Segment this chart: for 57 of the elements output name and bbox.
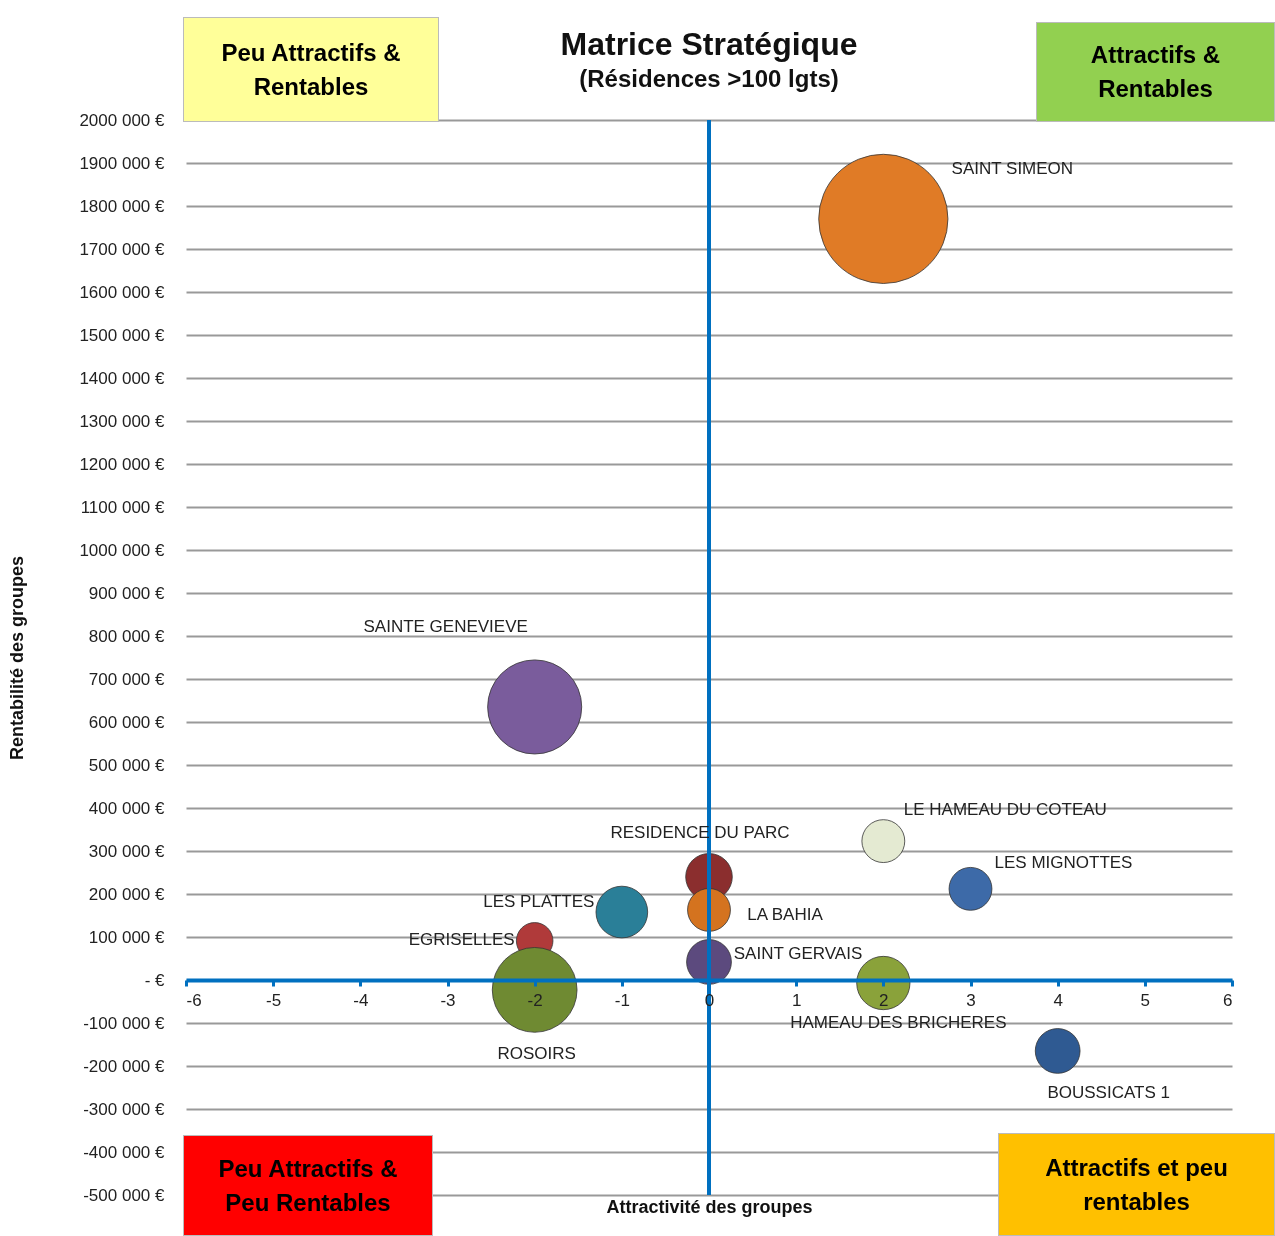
x-tick-label: -3 bbox=[440, 990, 456, 1010]
y-tick-label: 900 000 € bbox=[88, 583, 166, 603]
series-label: LES MIGNOTTES bbox=[994, 852, 1133, 872]
y-tick-label: 1700 000 € bbox=[79, 239, 166, 259]
y-tick-label: 400 000 € bbox=[88, 798, 166, 818]
y-tick-label: -200 000 € bbox=[83, 1056, 166, 1076]
x-tick-label: -6 bbox=[186, 990, 202, 1010]
y-tick-label: - € bbox=[144, 970, 166, 990]
series-label: SAINT GERVAIS bbox=[733, 943, 863, 963]
y-tick-label: -300 000 € bbox=[83, 1099, 166, 1119]
y-tick-label: 800 000 € bbox=[88, 626, 166, 646]
y-tick-label: -400 000 € bbox=[83, 1142, 166, 1162]
y-tick-label: 300 000 € bbox=[88, 841, 166, 861]
x-tick-label: 2 bbox=[879, 990, 889, 1010]
series-label: LES PLATTES bbox=[483, 892, 595, 912]
x-tick-label: 5 bbox=[1140, 990, 1151, 1010]
x-tick-label: -2 bbox=[527, 990, 543, 1010]
series-label: HAMEAU DES BRICHERES bbox=[790, 1013, 1007, 1033]
y-tick-label: 2000 000 € bbox=[79, 110, 166, 130]
series-label: LE HAMEAU DU COTEAU bbox=[903, 800, 1107, 820]
x-tick-label: 6 bbox=[1223, 990, 1233, 1010]
y-tick-label: 1500 000 € bbox=[79, 325, 166, 345]
y-tick-label: 1200 000 € bbox=[79, 454, 166, 474]
y-tick-label: 1800 000 € bbox=[79, 196, 166, 216]
y-tick-label: 100 000 € bbox=[88, 927, 166, 947]
quadrant-label-box: Attractifs & Rentables bbox=[1036, 22, 1275, 122]
series-label: BOUSSICATS 1 bbox=[1047, 1082, 1170, 1102]
quadrant-label-box: Peu Attractifs & Rentables bbox=[183, 17, 439, 122]
y-tick-label: 1000 000 € bbox=[79, 540, 166, 560]
x-tick-label: -4 bbox=[353, 990, 369, 1010]
y-tick-label: 1100 000 € bbox=[80, 497, 166, 517]
y-tick-label: 600 000 € bbox=[88, 712, 166, 732]
y-tick-label: 700 000 € bbox=[88, 669, 166, 689]
x-tick-label: 3 bbox=[966, 990, 976, 1010]
y-tick-label: 1300 000 € bbox=[79, 411, 166, 431]
series-label: ROSOIRS bbox=[497, 1043, 576, 1063]
x-axis-title: Attractivité des groupes bbox=[606, 1196, 813, 1217]
series-label: LA BAHIA bbox=[747, 904, 824, 924]
y-tick-label: 500 000 € bbox=[88, 755, 166, 775]
quadrant-label-box: Attractifs et peu rentables bbox=[998, 1133, 1275, 1236]
chart-title: Matrice Stratégique bbox=[560, 26, 858, 62]
y-tick-label: -500 000 € bbox=[83, 1185, 166, 1205]
y-tick-label: 1600 000 € bbox=[79, 282, 166, 302]
series-label: SAINTE GENEVIEVE bbox=[363, 616, 528, 636]
series-label: SAINT SIMEON bbox=[951, 158, 1074, 178]
chart-subtitle: (Résidences >100 lgts) bbox=[579, 65, 839, 92]
x-tick-label: -5 bbox=[266, 990, 282, 1010]
y-axis-title: Rentabilité des groupes bbox=[6, 555, 27, 761]
y-tick-label: 1900 000 € bbox=[79, 153, 166, 173]
y-tick-label: 200 000 € bbox=[88, 884, 166, 904]
y-tick-label: -100 000 € bbox=[83, 1013, 166, 1033]
x-tick-label: 1 bbox=[791, 990, 802, 1010]
series-label: EGRISELLES bbox=[408, 929, 515, 949]
quadrant-label-box: Peu Attractifs & Peu Rentables bbox=[183, 1135, 433, 1236]
x-tick-label: -1 bbox=[614, 990, 630, 1010]
x-tick-label: 4 bbox=[1053, 990, 1063, 1010]
y-tick-label: 1400 000 € bbox=[79, 368, 166, 388]
